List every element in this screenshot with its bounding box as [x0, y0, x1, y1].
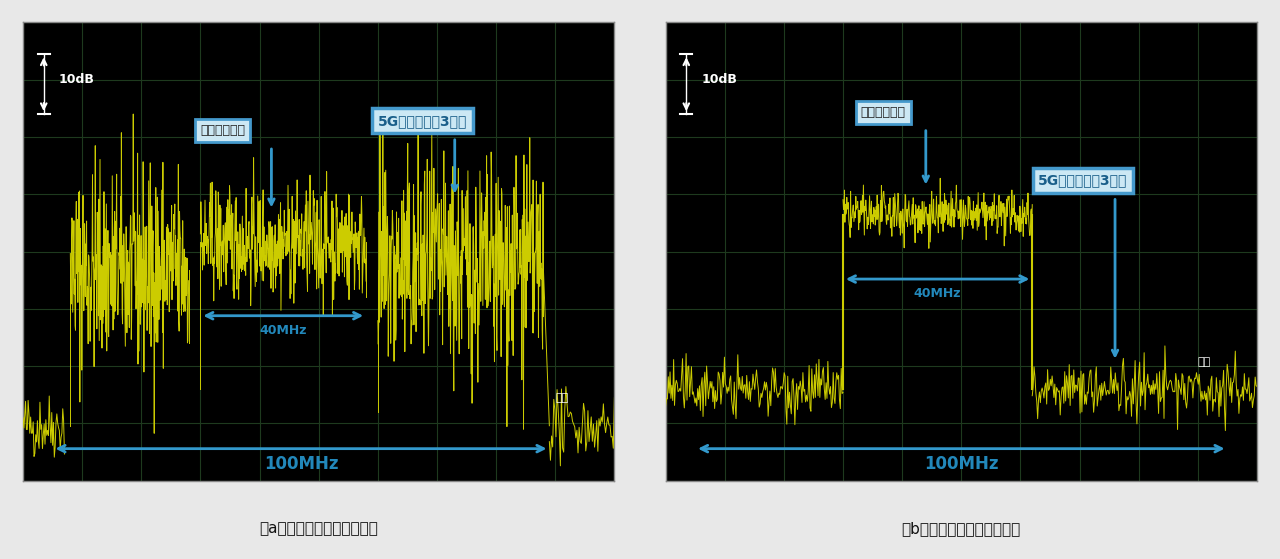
Text: （b）干渉キャンセラーあり: （b）干渉キャンセラーあり — [901, 521, 1021, 536]
Text: 衛星通信信号: 衛星通信信号 — [201, 124, 246, 137]
Text: 雑音: 雑音 — [556, 393, 568, 403]
Text: 10dB: 10dB — [59, 73, 95, 86]
Text: 衛星通信信号: 衛星通信信号 — [860, 106, 906, 119]
Text: 10dB: 10dB — [701, 73, 737, 86]
Text: 雑音: 雑音 — [1198, 357, 1211, 367]
Text: 5G干渉信号（3波）: 5G干渉信号（3波） — [378, 114, 467, 128]
Text: 100MHz: 100MHz — [924, 455, 998, 473]
Text: （a）干渉キャンセラーなし: （a）干渉キャンセラーなし — [260, 521, 378, 536]
Text: 40MHz: 40MHz — [260, 324, 307, 337]
Text: 40MHz: 40MHz — [914, 287, 961, 300]
Text: 5G干渉信号（3波）: 5G干渉信号（3波） — [1038, 173, 1128, 187]
Text: 100MHz: 100MHz — [264, 455, 338, 473]
